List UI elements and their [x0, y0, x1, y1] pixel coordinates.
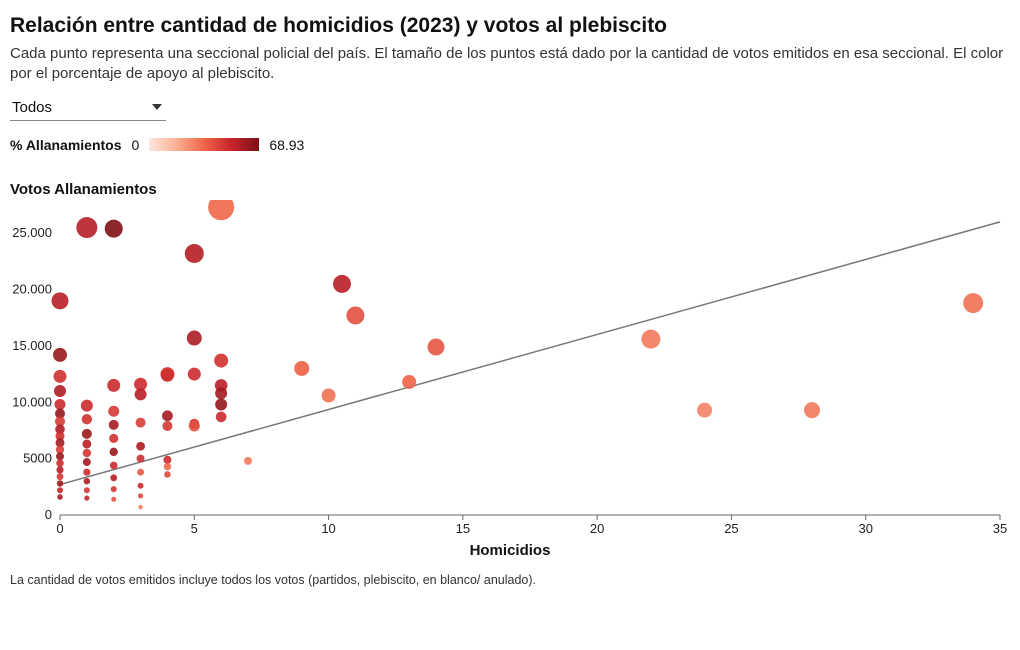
- scatter-point[interactable]: [402, 374, 416, 388]
- scatter-point[interactable]: [56, 452, 64, 460]
- svg-text:20: 20: [590, 521, 604, 536]
- scatter-point[interactable]: [216, 411, 227, 422]
- scatter-point[interactable]: [52, 292, 69, 309]
- svg-text:0: 0: [45, 507, 52, 522]
- scatter-point[interactable]: [136, 441, 145, 450]
- scatter-point[interactable]: [105, 219, 123, 237]
- chevron-down-icon: [152, 104, 162, 110]
- legend-max: 68.93: [269, 137, 304, 153]
- svg-text:25: 25: [724, 521, 738, 536]
- svg-text:30: 30: [858, 521, 872, 536]
- scatter-point[interactable]: [137, 454, 145, 462]
- legend-min: 0: [132, 137, 140, 153]
- scatter-point[interactable]: [162, 420, 172, 430]
- scatter-point[interactable]: [54, 385, 66, 397]
- scatter-point[interactable]: [110, 447, 118, 455]
- svg-text:15: 15: [456, 521, 470, 536]
- scatter-point[interactable]: [333, 274, 351, 292]
- filter-dropdown-label: Todos: [12, 99, 138, 116]
- scatter-point[interactable]: [294, 360, 309, 375]
- svg-text:5: 5: [191, 521, 198, 536]
- chart-title: Relación entre cantidad de homicidios (2…: [10, 14, 1010, 38]
- scatter-point[interactable]: [81, 399, 93, 411]
- scatter-point[interactable]: [164, 462, 171, 469]
- filter-dropdown[interactable]: Todos: [10, 95, 166, 121]
- scatter-point[interactable]: [111, 486, 117, 492]
- scatter-point[interactable]: [84, 487, 90, 493]
- scatter-point[interactable]: [963, 293, 983, 313]
- scatter-point[interactable]: [208, 200, 234, 220]
- svg-text:20.000: 20.000: [12, 281, 52, 296]
- scatter-point[interactable]: [428, 338, 445, 355]
- scatter-point[interactable]: [697, 402, 712, 417]
- scatter-point[interactable]: [163, 455, 171, 463]
- legend-gradient: [149, 138, 259, 151]
- scatter-point[interactable]: [137, 468, 144, 475]
- scatter-point[interactable]: [185, 243, 204, 262]
- scatter-point[interactable]: [164, 471, 171, 478]
- scatter-point[interactable]: [57, 494, 63, 500]
- scatter-point[interactable]: [109, 419, 119, 429]
- scatter-point[interactable]: [57, 473, 64, 480]
- scatter-point[interactable]: [641, 329, 660, 348]
- scatter-point[interactable]: [108, 405, 119, 416]
- scatter-point[interactable]: [82, 428, 92, 438]
- scatter-point[interactable]: [138, 482, 144, 488]
- scatter-point[interactable]: [107, 378, 120, 391]
- scatter-point[interactable]: [322, 388, 336, 402]
- svg-text:5000: 5000: [23, 450, 52, 465]
- scatter-point[interactable]: [804, 402, 820, 418]
- color-legend: % Allanamientos 0 68.93: [10, 137, 1010, 153]
- scatter-point[interactable]: [138, 493, 143, 498]
- scatter-point[interactable]: [110, 461, 118, 469]
- y-axis-title: Votos Allanamientos: [10, 181, 1010, 198]
- svg-text:10: 10: [321, 521, 335, 536]
- scatter-point[interactable]: [84, 495, 89, 500]
- scatter-point[interactable]: [215, 387, 227, 399]
- scatter-point[interactable]: [136, 417, 146, 427]
- scatter-point[interactable]: [110, 474, 117, 481]
- scatter-point[interactable]: [55, 399, 66, 410]
- scatter-point[interactable]: [187, 330, 202, 345]
- svg-text:15.000: 15.000: [12, 337, 52, 352]
- x-axis-title: Homicidios: [10, 542, 1010, 559]
- scatter-point[interactable]: [244, 456, 252, 464]
- scatter-point[interactable]: [57, 480, 63, 486]
- scatter-point[interactable]: [215, 398, 227, 410]
- scatter-point[interactable]: [138, 504, 142, 508]
- scatter-chart: 0 5 10 15 20 25 30 35 0 5000 10.000 15.000 20.000 25.…: [10, 200, 1010, 540]
- svg-text:10.000: 10.000: [12, 394, 52, 409]
- scatter-point[interactable]: [83, 448, 91, 456]
- legend-label: % Allanamientos: [10, 137, 122, 153]
- scatter-point[interactable]: [188, 367, 201, 380]
- scatter-point[interactable]: [162, 410, 173, 421]
- scatter-point[interactable]: [111, 496, 116, 501]
- scatter-point[interactable]: [84, 477, 90, 483]
- scatter-point[interactable]: [76, 217, 97, 238]
- scatter-point[interactable]: [160, 367, 174, 381]
- svg-text:0: 0: [56, 521, 63, 536]
- chart-footnote: La cantidad de votos emitidos incluye to…: [10, 573, 1010, 587]
- scatter-point[interactable]: [83, 468, 90, 475]
- scatter-point[interactable]: [82, 439, 91, 448]
- scatter-point[interactable]: [82, 413, 92, 423]
- svg-text:35: 35: [993, 521, 1007, 536]
- scatter-point[interactable]: [135, 388, 147, 400]
- scatter-point[interactable]: [57, 487, 63, 493]
- scatter-point[interactable]: [214, 353, 228, 367]
- scatter-point[interactable]: [189, 420, 200, 431]
- scatter-point[interactable]: [346, 306, 364, 324]
- svg-text:25.000: 25.000: [12, 225, 52, 240]
- scatter-point[interactable]: [54, 369, 67, 382]
- scatter-point[interactable]: [109, 433, 118, 442]
- chart-subtitle: Cada punto representa una seccional poli…: [10, 44, 1010, 85]
- scatter-point[interactable]: [53, 347, 67, 361]
- scatter-point[interactable]: [56, 466, 63, 473]
- scatter-point[interactable]: [56, 459, 64, 467]
- scatter-point[interactable]: [83, 458, 91, 466]
